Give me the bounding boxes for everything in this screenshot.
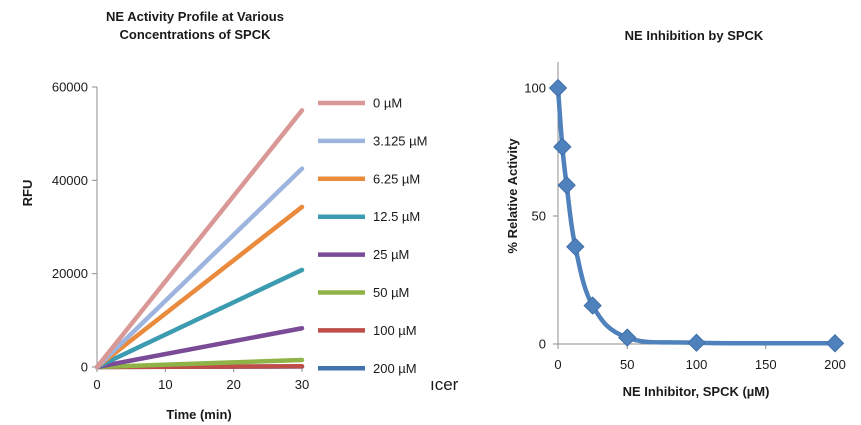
left-y-tick-label: 60000	[52, 80, 88, 95]
legend-label: 100 µM	[373, 323, 417, 338]
left-x-tick-label: 0	[93, 377, 100, 392]
right-x-tick-label: 0	[554, 357, 561, 372]
series-line-3	[94, 204, 305, 370]
right-x-tick-label: 100	[686, 357, 708, 372]
data-point-diamond	[583, 296, 602, 315]
legend-label: 6.25 µM	[373, 171, 420, 186]
data-point-diamond	[557, 176, 576, 195]
legend-label: 3.125 µM	[373, 133, 427, 148]
left-y-axis-title: RFU	[20, 180, 35, 207]
activity-profile-chart: NE Activity Profile at Various Concentra…	[20, 9, 427, 422]
left-y-tick-label: 20000	[52, 266, 88, 281]
inhibition-chart: NE Inhibition by SPCK 0 50 100 0 50 100 150 20…	[505, 28, 846, 399]
right-x-tick-label: 150	[755, 357, 777, 372]
series-line-1	[94, 108, 305, 370]
right-x-tick-label: 50	[620, 357, 634, 372]
left-x-tick-label: 30	[295, 377, 309, 392]
left-y-tick-label: 40000	[52, 173, 88, 188]
right-chart-title: NE Inhibition by SPCK	[625, 28, 764, 43]
right-y-tick-label: 100	[524, 81, 546, 96]
right-y-tick-label: 50	[532, 209, 546, 224]
data-point-diamond	[687, 333, 706, 352]
data-point-diamond	[553, 137, 572, 157]
data-point-diamond	[825, 334, 845, 353]
legend-label: 50 µM	[373, 285, 409, 300]
series-line-5	[94, 326, 305, 370]
left-chart-title-line-1: NE Activity Profile at Various	[106, 9, 284, 24]
left-x-tick-label: 10	[158, 377, 172, 392]
right-x-axis-title: NE Inhibitor, SPCK (µM)	[623, 384, 770, 399]
legend-label: 25 µM	[373, 247, 409, 262]
series-line-2	[94, 166, 305, 370]
data-point-diamond	[618, 328, 637, 347]
series-line-4	[94, 267, 305, 370]
series-line-6	[94, 357, 305, 370]
legend-label: 200 µM	[373, 361, 417, 376]
legend-label: 0 µM	[373, 96, 402, 111]
left-y-tick-label: 0	[81, 360, 88, 375]
left-x-tick-label: 20	[226, 377, 240, 392]
right-y-tick-label: 0	[539, 337, 546, 352]
stray-text-fragment: ıcer	[430, 375, 459, 394]
right-y-axis-title: % Relative Activity	[505, 138, 520, 254]
right-x-tick-label: 200	[824, 357, 846, 372]
legend-label: 12.5 µM	[373, 209, 420, 224]
left-chart-title-line-2: Concentrations of SPCK	[120, 27, 272, 42]
data-point-diamond	[566, 237, 585, 256]
data-point-diamond	[548, 78, 568, 98]
left-x-axis-title: Time (min)	[166, 407, 232, 422]
